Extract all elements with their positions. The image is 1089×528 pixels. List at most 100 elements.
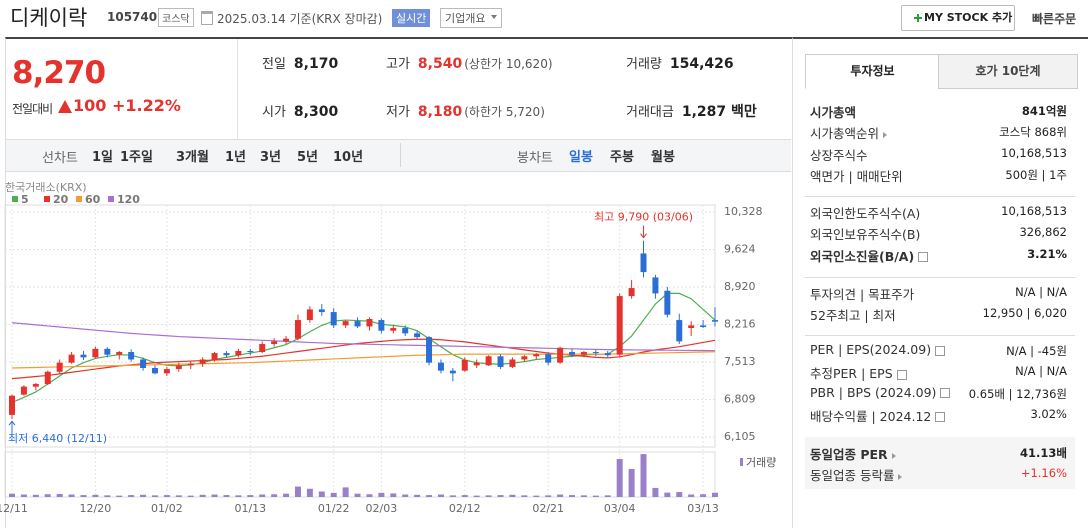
volume-bar [402,494,409,497]
candle-body [318,309,325,313]
stat-note: (하한가 5,720) [464,105,545,119]
y-tick-label: 9,624 [724,243,756,256]
volume-bar [521,495,528,497]
help-icon [940,388,951,399]
info-label: 추정PER | EPS [810,363,907,382]
volume-bar [175,495,182,497]
candle-body [545,354,552,363]
stat-label: 거래대금 [626,105,674,120]
candle-body [402,328,409,334]
volume-bar [390,493,397,497]
period-button[interactable]: 3개월 [176,150,209,165]
company-button[interactable]: 기업개요 [440,8,503,28]
period-divider [400,143,401,167]
candle-body [509,359,516,367]
volume-bar [545,495,552,497]
info-value: 3.21% [1027,246,1067,261]
volume-bar [712,492,718,497]
candle-body [306,309,313,321]
volume-bar [306,488,313,497]
candle-body [580,352,587,355]
price: 8,270 [12,55,106,91]
y-tick-label: 6,809 [724,392,756,405]
volume-bar [56,493,63,497]
realtime-badge[interactable]: 실시간 [392,9,431,27]
stat-label: 시가 [262,105,286,120]
candle-body [140,359,147,369]
candle-period-button[interactable]: 일봉 [569,150,593,165]
volume-bar [461,495,468,497]
candle-body [569,352,576,355]
stat-value: 154,426 [669,56,734,72]
candle-chart-label: 봉차트 [517,151,553,166]
my-stock-button[interactable]: MY STOCK 추가 [901,5,1015,31]
stat-value: 8,300 [293,104,339,120]
stat-label: 저가 [386,105,410,120]
info-value: 3.02% [1030,406,1067,421]
volume-bar [640,454,647,497]
moving-average-line [11,338,716,380]
volume-bar [318,491,325,497]
stock-name: 디케이락 [10,6,88,30]
info-label: 상장주식수 [810,147,868,163]
period-button[interactable]: 1일 [92,150,114,165]
candle-body [247,350,254,353]
info-tab[interactable]: 호가 10단계 [938,54,1078,89]
candle-body [700,325,707,327]
volume-bar [569,495,576,497]
volume-bar [688,494,695,497]
candle-body [426,337,433,363]
candle-body [449,370,456,374]
candle-body [294,320,301,339]
x-tick-label: 01/02 [151,502,183,515]
info-value: 841억원 [1021,104,1067,118]
x-tick-label: 01/13 [234,502,266,515]
period-button[interactable]: 10년 [333,150,364,165]
info-label: 외국인보유주식수(B) [810,227,921,243]
candle-body [330,312,337,326]
volume-bar [211,494,218,497]
stock-code: 105740 [107,10,158,24]
candle-body [354,321,361,327]
candle-body [604,353,611,356]
volume-bar [366,494,373,497]
info-label: 동일업종 PER [810,444,896,463]
stat-value: 8,540 [417,56,463,72]
candle-period-button[interactable]: 월봉 [651,150,675,165]
volume-bar [235,495,242,497]
info-value: 326,862 [1019,225,1067,240]
change: 100 [73,96,107,115]
info-tab[interactable]: 투자정보 [805,54,940,89]
candle-body [616,296,623,355]
quick-order[interactable]: 빠른주문 [1032,12,1077,26]
period-button[interactable]: 1년 [225,150,247,165]
period-button[interactable]: 3년 [260,150,282,165]
info-label: 배당수익률 | 2024.12 [810,406,946,425]
info-value: N/A | N/A [1015,285,1067,299]
x-tick-label: 02/12 [449,502,481,515]
volume-bar [44,494,51,497]
y-tick-label: 6,105 [724,430,756,443]
candle-body [628,288,635,297]
quote-stat: 거래량 154,426 [626,53,734,72]
y-tick-label: 10,328 [724,205,763,218]
legend-swatch [108,196,114,202]
info-value: +1.16% [1020,466,1067,481]
period-button[interactable]: 1주일 [120,150,153,165]
candle-period-button[interactable]: 주봉 [610,150,634,165]
volume-bar [294,486,301,497]
y-tick-label: 8,920 [724,280,756,293]
x-tick-label: 02/21 [532,502,564,515]
x-tick-label: 01/22 [318,502,350,515]
candle-body [128,352,135,360]
candle-body [414,333,421,338]
volume-bar [247,495,254,497]
x-tick-label: 12/11 [0,502,28,515]
legend-label: 120 [117,193,140,206]
volume-bar [497,495,504,497]
volume-bar [104,495,111,497]
period-button[interactable]: 5년 [297,150,319,165]
volume-bar [223,495,230,497]
high-annotation: 최고 9,790 (03/06) [594,211,693,224]
